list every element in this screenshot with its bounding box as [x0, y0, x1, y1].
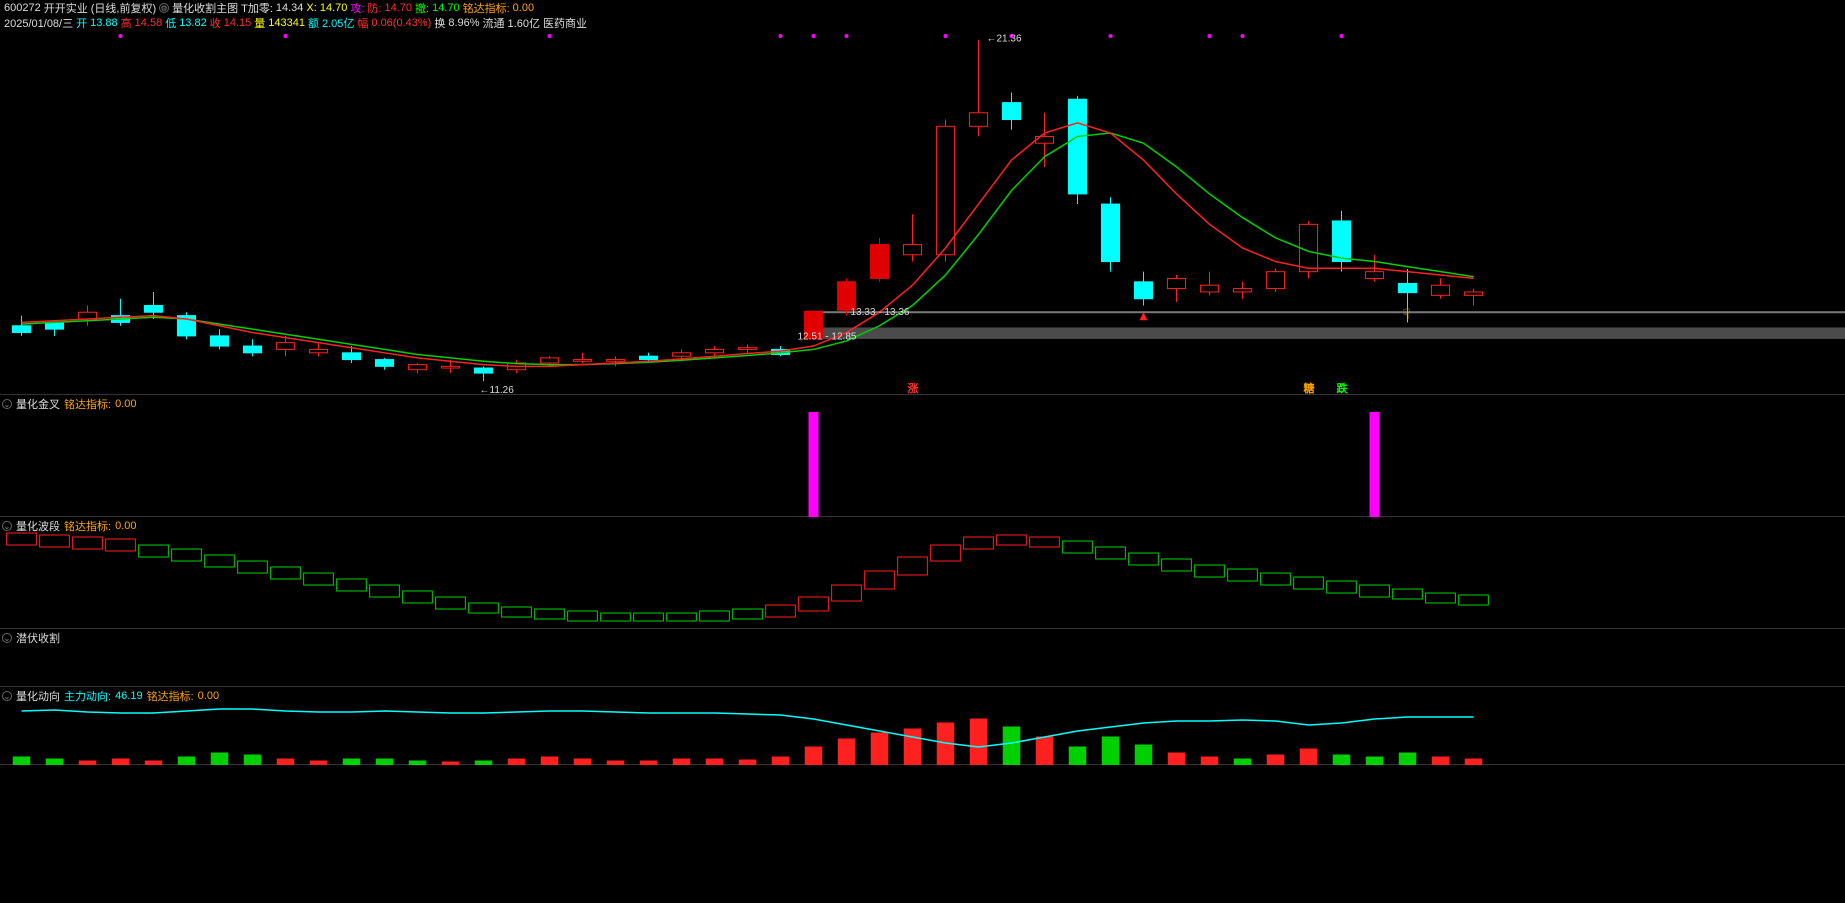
che-value: 14.70 [432, 2, 460, 14]
open-value: 13.88 [90, 17, 118, 29]
collapse-icon[interactable]: ⌄ [2, 399, 12, 409]
svg-text:12.51 - 12.85: 12.51 - 12.85 [798, 331, 857, 342]
x-label: X: [306, 2, 316, 14]
amt-label: 额 [308, 15, 319, 31]
che-label: 撤: [415, 0, 429, 16]
svg-text:13.33 - 13.36: 13.33 - 13.36 [851, 307, 910, 318]
float-label: 流通 [483, 15, 505, 31]
sector-label[interactable]: 医药商业 [543, 15, 587, 31]
low-label: 低 [165, 15, 176, 31]
panel5-md-value: 0.00 [198, 690, 219, 702]
fang-label: 防: [367, 0, 381, 16]
close-label: 收 [210, 15, 221, 31]
vol-value: 143341 [268, 17, 305, 29]
t-label: T加零: [241, 0, 273, 16]
panel-quant-cross[interactable]: ⌄ 量化金叉 铭达指标: 0.00 [0, 395, 1845, 517]
stock-name[interactable]: 开开实业 [44, 0, 88, 16]
panel-quant-trend[interactable]: ⌄ 量化动向 主力动向: 46.19 铭达指标: 0.00 [0, 687, 1845, 765]
panel3-md-value: 0.00 [115, 520, 136, 532]
panel-ambush[interactable]: ⌄ 潜伏收割 [0, 629, 1845, 687]
chg-label: 幅 [357, 15, 368, 31]
collapse-icon[interactable]: ⌄ [2, 691, 12, 701]
panel3-title: 量化波段 [16, 518, 60, 534]
stock-code[interactable]: 600272 [4, 2, 41, 14]
collapse-icon[interactable]: ⌄ [2, 521, 12, 531]
indicator-name: 量化收割主图 [172, 0, 238, 16]
panel3-md-label: 铭达指标: [64, 518, 111, 534]
high-label: 高 [121, 15, 132, 31]
svg-text:跌: 跌 [1337, 381, 1349, 395]
close-value: 14.15 [224, 17, 252, 29]
panel2-md-value: 0.00 [115, 398, 136, 410]
high-value: 14.58 [135, 17, 163, 29]
amt-value: 2.05亿 [322, 15, 354, 31]
chg-value: 0.06(0.43%) [371, 17, 431, 29]
turn-label: 换 [434, 15, 445, 31]
panel4-title: 潜伏收割 [16, 630, 60, 646]
turn-value: 8.96% [448, 17, 479, 29]
t-value: 14.34 [276, 2, 304, 14]
collapse-icon[interactable]: ⌄ [2, 633, 12, 643]
low-value: 13.82 [179, 17, 207, 29]
fang-value: 14.70 [384, 2, 412, 14]
md-value: 0.00 [513, 2, 534, 14]
vol-label: 量 [254, 15, 265, 31]
period-label: (日线,前复权) [91, 0, 156, 16]
svg-text:糖: 糖 [1304, 381, 1315, 395]
svg-text:涨: 涨 [908, 381, 919, 395]
main-candlestick-chart[interactable]: ←21.36 ←11.26 13.33 - 13.36 12.51 - 12.85 ☟ 涨… [0, 30, 1845, 395]
open-label: 开 [76, 15, 87, 31]
panel-quant-band[interactable]: ⌄ 量化波段 铭达指标: 0.00 [0, 517, 1845, 629]
panel5-main-label: 主力动向: [64, 688, 111, 704]
svg-text:☟: ☟ [1403, 306, 1411, 321]
x-value: 14.70 [320, 2, 348, 14]
header-line-2: 2025/01/08/三 开13.88 高14.58 低13.82 收14.15… [0, 15, 1845, 30]
settings-icon[interactable]: ⚙ [159, 3, 169, 13]
date-label: 2025/01/08/三 [4, 15, 73, 31]
svg-text:←11.26: ←11.26 [480, 385, 515, 395]
md-label: 铭达指标: [463, 0, 510, 16]
panel5-md-label: 铭达指标: [147, 688, 194, 704]
panel5-main-value: 46.19 [115, 690, 143, 702]
panel2-title: 量化金叉 [16, 396, 60, 412]
panel5-title: 量化动向 [16, 688, 60, 704]
svg-text:←21.36: ←21.36 [987, 34, 1022, 45]
panel2-md-label: 铭达指标: [64, 396, 111, 412]
header-line-1: 600272 开开实业 (日线,前复权) ⚙ 量化收割主图 T加零: 14.34… [0, 0, 1845, 15]
gong-label: 攻: [350, 0, 364, 16]
float-value: 1.60亿 [508, 15, 540, 31]
